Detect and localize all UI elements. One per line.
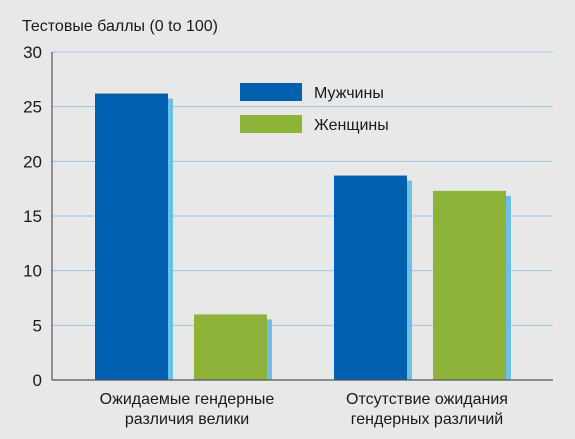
axes xyxy=(51,52,553,381)
y-tick-label: 5 xyxy=(33,316,42,335)
y-tick-label: 0 xyxy=(33,371,42,390)
bar-shadow xyxy=(265,319,272,380)
bar xyxy=(334,175,407,380)
y-tick-label: 25 xyxy=(23,98,42,117)
x-category-labels: Ожидаемые гендерные различия велики Отсутс… xyxy=(100,391,508,428)
bar xyxy=(433,190,506,380)
y-tick-label: 30 xyxy=(23,43,42,62)
category-label: Ожидаемые гендерные xyxy=(100,391,275,408)
legend-swatch xyxy=(240,83,302,101)
category-label: различия велики xyxy=(125,411,249,428)
y-tick-label: 15 xyxy=(23,207,42,226)
y-axis-title: Тестовые баллы (0 to 100) xyxy=(22,18,218,35)
legend-label: Мужчины xyxy=(314,85,384,102)
bar-shadow xyxy=(166,98,173,381)
y-tick-label: 20 xyxy=(23,152,42,171)
bar-shadow xyxy=(405,180,412,380)
y-tick-labels: 0 5 10 15 20 25 30 xyxy=(23,43,42,390)
legend-label: Женщины xyxy=(314,117,389,134)
y-tick-label: 10 xyxy=(23,262,42,281)
category-label: гендерных различий xyxy=(351,411,503,428)
bars xyxy=(95,93,511,381)
category-label: Отсутствие ожидания xyxy=(346,391,508,408)
bar xyxy=(95,93,168,381)
legend-swatch xyxy=(240,115,302,133)
bar-shadow xyxy=(504,195,511,380)
legend: Мужчины Женщины xyxy=(240,83,389,134)
bar xyxy=(194,314,267,380)
